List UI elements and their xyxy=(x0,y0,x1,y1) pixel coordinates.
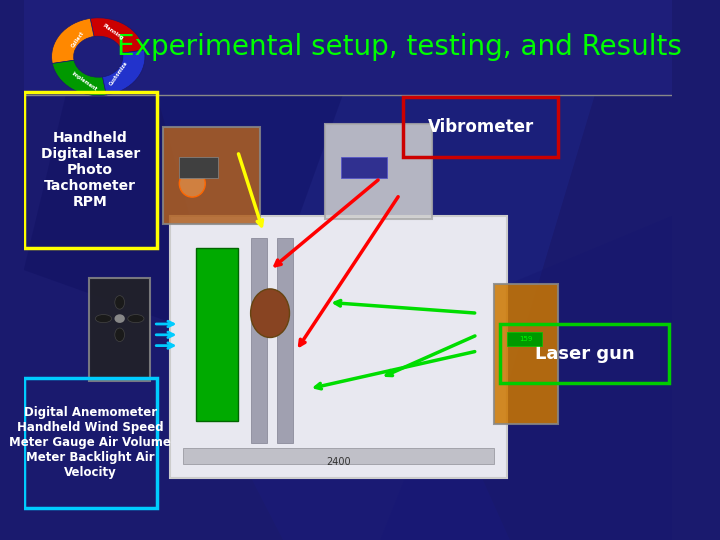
Text: Handheld
Digital Laser
Photo
Tachometer
RPM: Handheld Digital Laser Photo Tachometer … xyxy=(40,131,140,210)
Text: Vibrometer: Vibrometer xyxy=(428,118,534,136)
FancyBboxPatch shape xyxy=(24,0,672,94)
Ellipse shape xyxy=(95,314,112,323)
FancyBboxPatch shape xyxy=(494,284,559,424)
Wedge shape xyxy=(102,50,145,95)
Wedge shape xyxy=(90,18,144,53)
Ellipse shape xyxy=(179,170,205,197)
Ellipse shape xyxy=(251,289,289,338)
Bar xyxy=(251,238,267,443)
Wedge shape xyxy=(52,18,94,64)
Polygon shape xyxy=(186,324,510,540)
Polygon shape xyxy=(24,0,348,351)
Text: Implement: Implement xyxy=(71,70,98,92)
FancyBboxPatch shape xyxy=(89,278,150,381)
Ellipse shape xyxy=(127,314,144,323)
Ellipse shape xyxy=(114,296,125,309)
Ellipse shape xyxy=(114,328,125,342)
Bar xyxy=(179,157,218,178)
Bar xyxy=(183,448,494,464)
Circle shape xyxy=(114,314,125,323)
Bar xyxy=(276,238,293,443)
FancyBboxPatch shape xyxy=(325,124,432,219)
Text: Laser gun: Laser gun xyxy=(535,345,634,363)
Wedge shape xyxy=(53,60,107,96)
Text: Customize: Customize xyxy=(109,60,129,87)
Text: 2400: 2400 xyxy=(325,457,351,467)
Bar xyxy=(507,332,542,346)
FancyBboxPatch shape xyxy=(170,216,507,478)
Text: 159: 159 xyxy=(518,336,532,342)
Bar xyxy=(341,157,387,178)
Bar xyxy=(196,248,238,421)
Text: Collect: Collect xyxy=(71,31,85,49)
FancyBboxPatch shape xyxy=(163,127,261,224)
Text: Digital Anemometer
Handheld Wind Speed
Meter Gauge Air Volume
Meter Backlight Ai: Digital Anemometer Handheld Wind Speed M… xyxy=(9,406,171,480)
Text: Experimental setup, testing, and Results: Experimental setup, testing, and Results xyxy=(117,33,682,61)
Text: Planning: Planning xyxy=(102,23,124,42)
Polygon shape xyxy=(380,216,672,540)
Polygon shape xyxy=(153,0,607,378)
